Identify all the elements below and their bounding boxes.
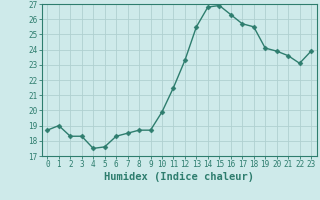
X-axis label: Humidex (Indice chaleur): Humidex (Indice chaleur) — [104, 172, 254, 182]
